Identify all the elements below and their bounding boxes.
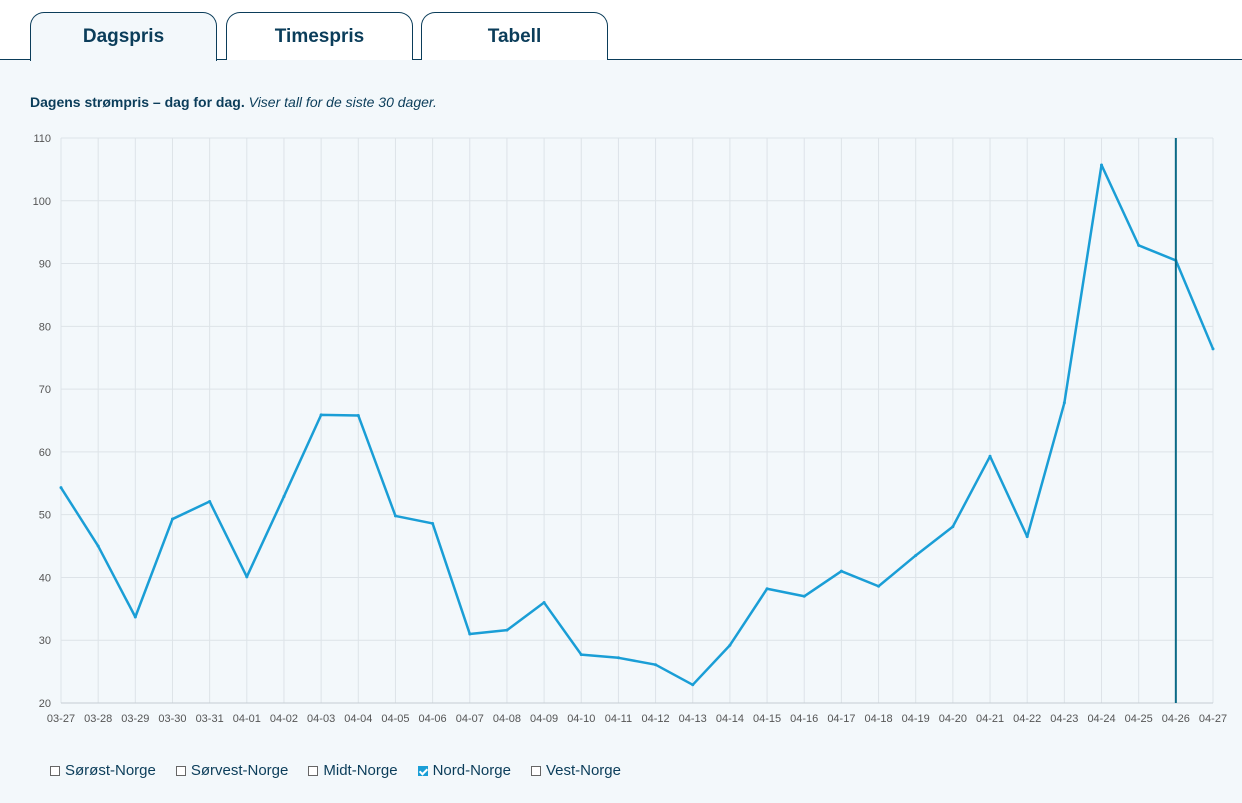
data-point — [282, 494, 286, 498]
checkbox-midt-norge[interactable] — [308, 765, 319, 776]
y-tick-label: 30 — [39, 635, 51, 647]
y-tick-label: 60 — [39, 447, 51, 459]
data-point — [133, 615, 137, 619]
data-point — [542, 601, 546, 605]
data-point — [616, 656, 620, 660]
y-tick-label: 50 — [39, 510, 51, 522]
chart-description: Dagens strømpris – dag for dag. Viser ta… — [30, 94, 437, 110]
data-point — [1062, 401, 1066, 405]
data-point — [691, 683, 695, 687]
x-tick-label: 04-02 — [270, 713, 298, 725]
x-tick-label: 04-10 — [567, 713, 595, 725]
legend-item-vest-norge[interactable]: Vest-Norge — [530, 762, 621, 779]
y-tick-label: 40 — [39, 572, 51, 584]
x-tick-label: 04-25 — [1125, 713, 1153, 725]
x-tick-label: 04-16 — [790, 713, 818, 725]
x-tick-label: 04-21 — [976, 713, 1004, 725]
legend-item-sorvest-norge[interactable]: Sørvest-Norge — [175, 762, 289, 779]
x-tick-label: 04-26 — [1162, 713, 1190, 725]
legend-item-midt-norge[interactable]: Midt-Norge — [308, 762, 398, 779]
data-point — [468, 632, 472, 636]
data-point — [319, 413, 323, 417]
x-tick-label: 04-11 — [605, 713, 632, 725]
x-tick-label: 03-29 — [121, 713, 149, 725]
data-point — [170, 517, 174, 521]
x-tick-label: 03-28 — [84, 713, 112, 725]
checkbox-vest-norge[interactable] — [530, 765, 541, 776]
data-point — [96, 544, 100, 548]
legend-item-nord-norge[interactable]: Nord-Norge — [417, 762, 511, 779]
data-point — [1137, 243, 1141, 247]
data-point — [505, 628, 509, 632]
y-tick-label: 70 — [39, 384, 51, 396]
y-tick-label: 100 — [33, 196, 51, 208]
data-point — [914, 553, 918, 557]
data-point — [1025, 535, 1029, 539]
data-point — [951, 525, 955, 529]
data-point — [245, 575, 249, 579]
description-bold: Dagens strømpris – dag for dag. — [30, 94, 245, 110]
x-tick-label: 03-27 — [47, 713, 75, 725]
y-tick-label: 20 — [39, 698, 51, 710]
x-tick-label: 04-19 — [902, 713, 930, 725]
x-tick-label: 04-08 — [493, 713, 521, 725]
x-tick-label: 04-27 — [1199, 713, 1227, 725]
x-tick-label: 04-03 — [307, 713, 335, 725]
tab-timespris[interactable]: Timespris — [226, 12, 413, 60]
x-tick-label: 03-30 — [158, 713, 186, 725]
data-point — [877, 584, 881, 588]
region-legend: Sørøst-Norge Sørvest-Norge Midt-Norge No… — [50, 762, 641, 779]
x-tick-label: 04-06 — [419, 713, 447, 725]
data-point — [839, 569, 843, 573]
data-point — [802, 594, 806, 598]
x-tick-label: 04-07 — [456, 713, 484, 725]
data-point — [579, 653, 583, 657]
x-tick-label: 04-09 — [530, 713, 558, 725]
data-point — [208, 499, 212, 503]
series-line — [59, 163, 1215, 687]
data-point — [988, 454, 992, 458]
y-tick-label: 90 — [39, 259, 51, 271]
legend-label-midt-norge: Midt-Norge — [323, 762, 398, 779]
x-tick-label: 04-15 — [753, 713, 781, 725]
x-tick-label: 04-12 — [642, 713, 670, 725]
legend-item-sorost-norge[interactable]: Sørøst-Norge — [50, 762, 156, 779]
tab-tabell[interactable]: Tabell — [421, 12, 608, 60]
checkbox-sorvest-norge[interactable] — [175, 765, 186, 776]
data-point — [393, 514, 397, 518]
x-tick-label: 03-31 — [196, 713, 224, 725]
x-tick-label: 04-01 — [233, 713, 261, 725]
data-point — [431, 521, 435, 525]
data-point — [59, 486, 63, 490]
x-tick-label: 04-24 — [1087, 713, 1115, 725]
x-tick-label: 04-17 — [827, 713, 855, 725]
data-point — [356, 413, 360, 417]
x-tick-label: 04-05 — [381, 713, 409, 725]
legend-label-nord-norge: Nord-Norge — [432, 762, 511, 779]
x-tick-label: 04-23 — [1050, 713, 1078, 725]
y-tick-label: 110 — [33, 133, 51, 145]
data-point — [1100, 163, 1104, 167]
x-tick-label: 04-04 — [344, 713, 372, 725]
data-point — [654, 663, 658, 667]
checkbox-nord-norge[interactable] — [417, 765, 428, 776]
tab-dagspris[interactable]: Dagspris — [30, 12, 217, 61]
x-tick-label: 04-18 — [864, 713, 892, 725]
x-tick-label: 04-13 — [679, 713, 707, 725]
x-tick-label: 04-22 — [1013, 713, 1041, 725]
x-tick-label: 04-20 — [939, 713, 967, 725]
legend-label-sorvest-norge: Sørvest-Norge — [190, 762, 289, 779]
x-tick-label: 04-14 — [716, 713, 744, 725]
checkbox-sorost-norge[interactable] — [50, 765, 60, 776]
legend-label-sorost-norge: Sørøst-Norge — [65, 762, 156, 779]
y-tick-label: 80 — [39, 321, 51, 333]
legend-label-vest-norge: Vest-Norge — [545, 762, 621, 779]
data-point — [728, 643, 732, 647]
tab-bar: Dagspris Timespris Tabell — [0, 0, 1242, 61]
data-point — [1211, 347, 1215, 351]
data-point — [765, 587, 769, 591]
description-italic: Viser tall for de siste 30 dager. — [248, 94, 437, 110]
